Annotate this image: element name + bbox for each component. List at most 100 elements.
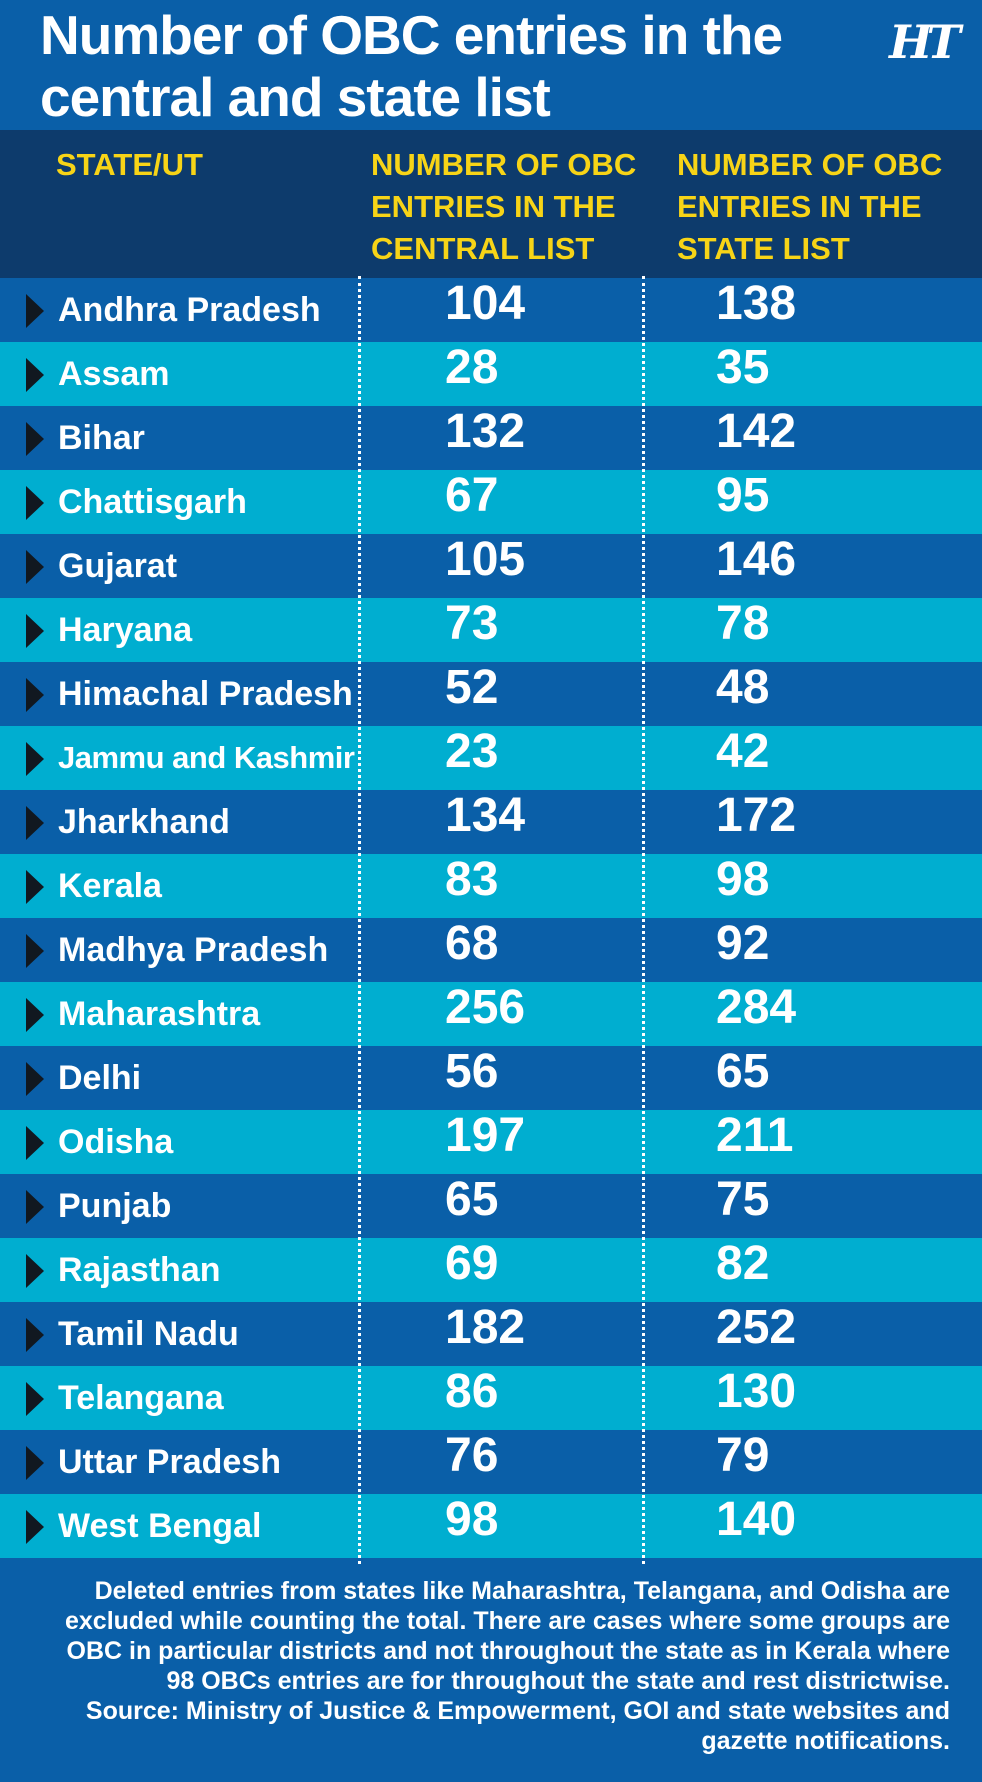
state-list-value: 78 [716,597,770,650]
row-marker-icon [26,1190,44,1224]
row-marker-icon [26,998,44,1032]
row-marker-icon [26,1382,44,1416]
table-row: Odisha 197 211 [0,1109,982,1174]
source-text: Source: Ministry of Justice & Empowermen… [85,1697,950,1755]
column-header-central-list: NUMBER OF OBC ENTRIES IN THE CENTRAL LIS… [371,147,637,266]
table-row: Uttar Pradesh 76 79 [0,1429,982,1494]
table-header [0,130,982,278]
state-name: Assam [58,355,170,393]
column-divider-2 [642,276,645,1564]
central-list-value: 104 [445,277,526,330]
table-row: Andhra Pradesh 104 138 [0,277,982,342]
row-marker-icon [26,742,44,776]
central-list-value: 86 [445,1365,499,1418]
table-row: Chattisgarh 67 95 [0,469,982,534]
central-list-value: 52 [445,661,499,714]
row-marker-icon [26,1446,44,1480]
central-list-value: 73 [445,597,499,650]
state-list-value: 130 [716,1365,797,1418]
state-name: Uttar Pradesh [58,1443,281,1481]
table-row: Jharkhand 134 172 [0,789,982,854]
state-name: West Bengal [58,1507,262,1545]
row-marker-icon [26,678,44,712]
footnote-text: Deleted entries from states like Maharas… [65,1577,950,1695]
row-marker-icon [26,1318,44,1352]
row-marker-icon [26,870,44,904]
state-list-value: 140 [716,1493,797,1546]
state-list-value: 284 [716,981,797,1034]
state-list-value: 252 [716,1301,797,1354]
table-row: Haryana 73 78 [0,597,982,662]
table-row: Telangana 86 130 [0,1365,982,1430]
state-name: Haryana [58,611,193,649]
table-row: Bihar 132 142 [0,405,982,470]
row-marker-icon [26,806,44,840]
table-row: Kerala 83 98 [0,853,982,918]
state-name: Andhra Pradesh [58,291,321,329]
state-list-value: 75 [716,1173,770,1226]
row-marker-icon [26,614,44,648]
state-name: Madhya Pradesh [58,931,329,969]
state-list-value: 82 [716,1237,770,1290]
column-divider-1 [358,276,361,1564]
central-list-value: 98 [445,1493,499,1546]
central-list-value: 83 [445,853,499,906]
central-list-value: 134 [445,789,526,842]
state-list-value: 48 [716,661,770,714]
state-name: Gujarat [58,547,178,585]
central-list-value: 23 [445,725,499,778]
central-list-value: 68 [445,917,499,970]
state-list-value: 42 [716,725,770,778]
row-marker-icon [26,934,44,968]
table-row: West Bengal 98 140 [0,1493,982,1558]
central-list-value: 256 [445,981,526,1034]
state-list-value: 92 [716,917,770,970]
state-list-value: 172 [716,789,797,842]
state-name: Kerala [58,867,162,905]
state-name: Rajasthan [58,1251,221,1289]
central-list-value: 69 [445,1237,499,1290]
state-name: Telangana [58,1379,224,1417]
row-marker-icon [26,1254,44,1288]
row-marker-icon [26,550,44,584]
table-row: Rajasthan 69 82 [0,1237,982,1302]
table-row: Maharashtra 256 284 [0,981,982,1046]
row-marker-icon [26,486,44,520]
table-row: Himachal Pradesh 52 48 [0,661,982,726]
table-row: Jammu and Kashmir 23 42 [0,725,982,790]
state-list-value: 35 [716,341,770,394]
page-title: Number of OBC entries in the central and… [40,4,783,128]
state-name: Jharkhand [58,803,230,841]
state-name: Odisha [58,1123,174,1161]
table-row: Tamil Nadu 182 252 [0,1301,982,1366]
state-name: Delhi [58,1059,142,1097]
row-marker-icon [26,358,44,392]
ht-logo: HT [889,15,961,69]
state-list-value: 98 [716,853,770,906]
state-name: Bihar [58,419,145,457]
table-row: Punjab 65 75 [0,1173,982,1238]
state-name: Jammu and Kashmir [58,740,355,775]
state-list-value: 65 [716,1045,770,1098]
row-marker-icon [26,1510,44,1544]
column-header-state-list: NUMBER OF OBC ENTRIES IN THE STATE LIST [677,147,943,266]
state-list-value: 146 [716,533,797,586]
table-row: Gujarat 105 146 [0,533,982,598]
central-list-value: 65 [445,1173,499,1226]
row-marker-icon [26,422,44,456]
table-row: Madhya Pradesh 68 92 [0,917,982,982]
state-name: Tamil Nadu [58,1315,239,1353]
column-header-state: STATE/UT [56,147,203,182]
central-list-value: 28 [445,341,499,394]
central-list-value: 76 [445,1429,499,1482]
table-row: Delhi 56 65 [0,1045,982,1110]
row-marker-icon [26,294,44,328]
state-name: Chattisgarh [58,483,247,521]
state-name: Maharashtra [58,995,261,1033]
central-list-value: 67 [445,469,499,522]
state-list-value: 211 [716,1109,794,1162]
state-name: Himachal Pradesh [58,675,353,713]
central-list-value: 182 [445,1301,526,1354]
central-list-value: 56 [445,1045,499,1098]
